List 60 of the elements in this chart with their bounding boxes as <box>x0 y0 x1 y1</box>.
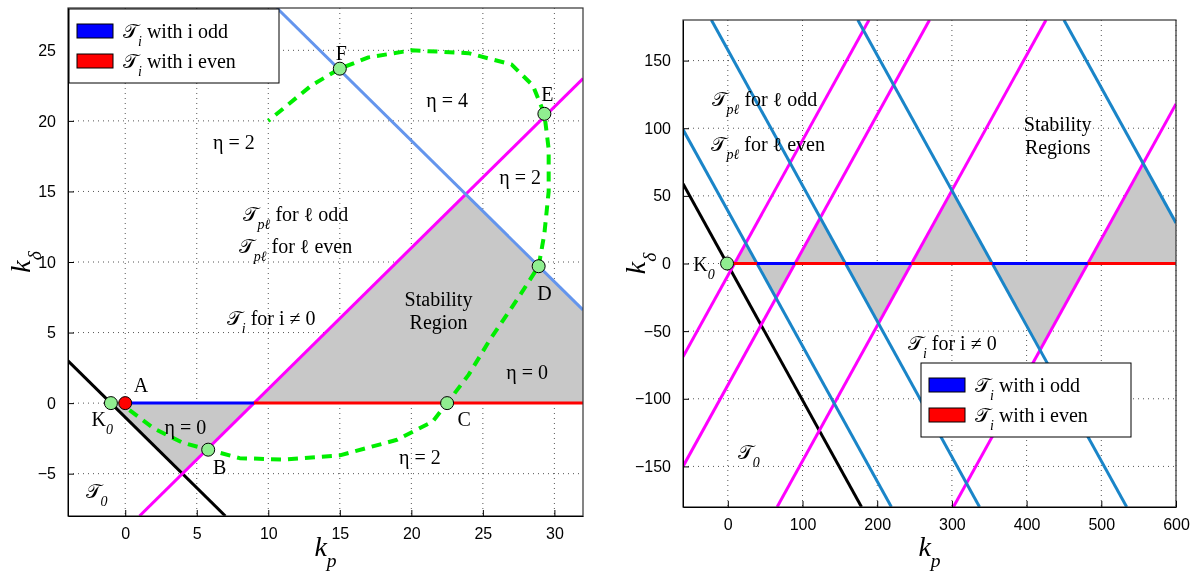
annotation: K$_{0}$ <box>693 252 715 281</box>
annotation: A <box>133 373 149 396</box>
legend-label: 𝒯$_{i}$ with i even <box>975 404 1088 433</box>
x-tick-label: 100 <box>789 516 817 534</box>
annotation: F <box>335 42 347 65</box>
annotation: η = 0 <box>506 361 549 385</box>
annotation: η = 0 <box>164 416 207 440</box>
annotation: 𝒯$_{pℓ}$ for ℓ even <box>238 235 353 264</box>
annotation: 𝒯$_{i}$ for i ≠ 0 <box>907 331 997 361</box>
y-tick-label: 100 <box>644 119 672 137</box>
annotation: B <box>212 455 227 478</box>
x-tick-label: 25 <box>474 525 493 543</box>
point <box>103 396 118 411</box>
point <box>537 106 552 121</box>
y-tick-label: −50 <box>643 322 672 340</box>
annotation: 𝒯$_{i}$ for i ≠ 0 <box>226 307 316 336</box>
point <box>531 259 546 274</box>
x-tick-label: 5 <box>192 525 202 543</box>
annotation: D <box>537 282 552 305</box>
point <box>440 396 455 411</box>
annotation: K$_{0}$ <box>91 407 114 437</box>
point <box>118 396 133 411</box>
y-tick-label: 25 <box>38 41 57 59</box>
annotation: E <box>541 83 554 106</box>
y-tick-label: 0 <box>662 255 672 273</box>
point <box>332 61 347 76</box>
annotation: C <box>457 407 471 430</box>
x-axis-title: k$_{p}$ <box>918 531 941 571</box>
y-tick-label: 150 <box>644 52 672 70</box>
x-tick-label: 0 <box>723 516 733 534</box>
y-tick-label: 0 <box>47 394 57 412</box>
x-tick-label: 10 <box>259 525 278 543</box>
x-tick-label: 30 <box>545 525 564 543</box>
y-tick-label: −100 <box>634 390 672 408</box>
point <box>201 442 216 457</box>
x-tick-label: 0 <box>121 525 131 543</box>
y-tick-label: 15 <box>38 183 57 201</box>
x-tick-label: 20 <box>402 525 421 543</box>
x-tick-label: 200 <box>864 516 892 534</box>
x-tick-label: 300 <box>939 516 966 534</box>
y-tick-label: −150 <box>634 458 672 476</box>
legend-label: 𝒯$_{i}$ with i odd <box>123 20 229 49</box>
y-tick-label: 5 <box>47 324 57 342</box>
annotation: 𝒯$_{0}$ <box>85 479 108 509</box>
annotation: Stability Region <box>404 287 473 334</box>
annotation: η = 2 <box>213 131 255 155</box>
y-tick-label: 20 <box>38 112 57 130</box>
annotation: η = 4 <box>426 88 468 112</box>
annotation: 𝒯$_{pℓ}$ for ℓ odd <box>242 203 349 232</box>
legend-label: 𝒯$_{i}$ with i even <box>123 50 236 79</box>
annotation: η = 2 <box>399 445 441 469</box>
annotation: η = 2 <box>499 166 541 190</box>
x-tick-label: 400 <box>1013 516 1041 534</box>
legend-label: 𝒯$_{i}$ with i odd <box>975 374 1081 403</box>
x-tick-label: 600 <box>1163 516 1190 534</box>
y-tick-label: −5 <box>37 465 57 483</box>
y-tick-label: 50 <box>653 187 672 205</box>
annotation: Stability Regions <box>1023 112 1092 159</box>
x-tick-label: 500 <box>1088 516 1116 534</box>
annotation: 𝒯$_{0}$ <box>737 440 760 470</box>
